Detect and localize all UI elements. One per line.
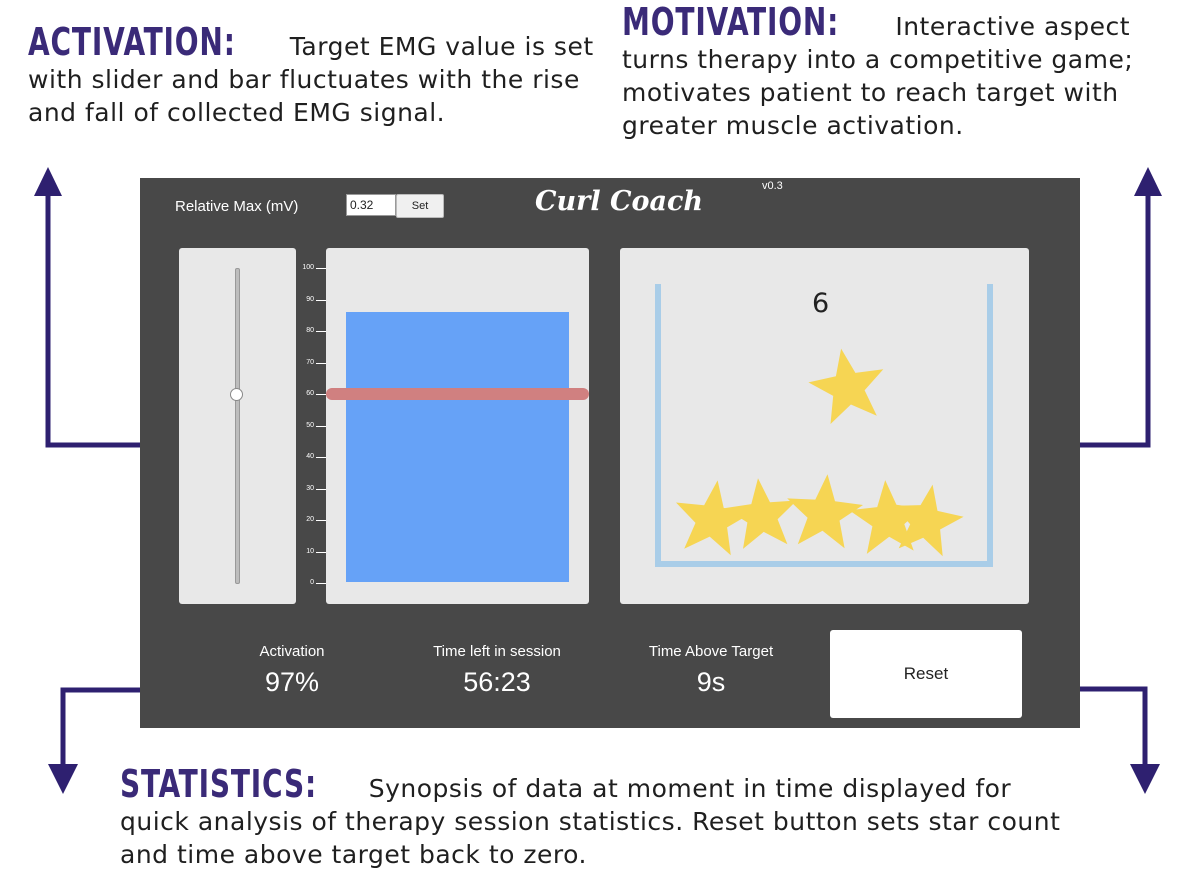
emg-bar-panel: [326, 248, 589, 604]
scale-tick: 50: [306, 421, 328, 431]
star-icon: [676, 480, 752, 556]
activation-stat: Activation 97%: [232, 643, 352, 698]
statistics-heading: STATISTICS:: [120, 762, 318, 806]
scale-tick: 80: [306, 326, 328, 336]
scale-tick: 90: [306, 295, 328, 305]
star-icon: [808, 348, 884, 424]
app-title: Curl Coach: [535, 186, 704, 217]
star-game-canvas: [655, 284, 993, 567]
curl-coach-window: Relative Max (mV) Set Curl Coach v0.3 10…: [140, 178, 1080, 728]
target-slider[interactable]: [235, 268, 240, 584]
time-above-target-stat: Time Above Target 9s: [630, 643, 792, 698]
time-left-stat: Time left in session 56:23: [410, 643, 584, 698]
target-slider-thumb[interactable]: [230, 387, 243, 401]
statistics-text: Synopsis of data at moment in time displ…: [120, 774, 1061, 869]
star-icon: [892, 484, 964, 557]
target-slider-panel: [179, 248, 296, 604]
statistics-annotation: STATISTICS: Synopsis of data at moment i…: [120, 762, 1080, 871]
scale-tick: 60: [306, 389, 328, 399]
activation-value: 97%: [264, 667, 320, 697]
scale-tick: 20: [306, 515, 328, 525]
arrow-down-right: [1130, 764, 1160, 794]
arrow-down-left: [48, 764, 78, 794]
star-icon: [787, 474, 863, 549]
motivation-annotation: MOTIVATION: Interactive aspect turns the…: [622, 0, 1182, 142]
time-left-value: 56:23: [463, 667, 531, 697]
set-button[interactable]: Set: [396, 194, 444, 218]
scale-tick: 40: [306, 452, 328, 462]
motivation-heading: MOTIVATION:: [622, 0, 840, 44]
scale-tick: 30: [306, 484, 328, 494]
star-container: [655, 284, 993, 567]
activation-text: Target EMG value is set with slider and …: [28, 32, 594, 127]
target-line: [326, 387, 589, 400]
star-count: 6: [812, 288, 830, 319]
scale-tick: 10: [306, 547, 328, 557]
arrow-up-right: [1134, 167, 1162, 196]
version-label: v0.3: [762, 180, 783, 192]
time-left-label: Time left in session: [433, 643, 561, 660]
star-icon: [724, 478, 797, 549]
activation-heading: ACTIVATION:: [28, 20, 236, 64]
arrow-up-left: [34, 167, 62, 196]
scale-tick: 70: [306, 358, 328, 368]
emg-scale: 100 90 80 70 60 50 40 30 20 10 0: [286, 256, 328, 596]
activation-annotation: ACTIVATION: Target EMG value is set with…: [28, 20, 608, 129]
reset-button[interactable]: Reset: [830, 630, 1022, 718]
relative-max-input[interactable]: [346, 194, 396, 216]
scale-tick: 0: [310, 578, 328, 588]
time-above-target-label: Time Above Target: [648, 643, 774, 660]
time-above-target-value: 9s: [696, 667, 726, 697]
activation-label: Activation: [259, 643, 325, 660]
star-game-panel: 6: [620, 248, 1029, 604]
relative-max-label: Relative Max (mV): [175, 198, 299, 215]
scale-tick: 100: [302, 263, 328, 273]
motivation-text: Interactive aspect turns therapy into a …: [622, 12, 1134, 140]
emg-level-bar: [346, 311, 569, 582]
